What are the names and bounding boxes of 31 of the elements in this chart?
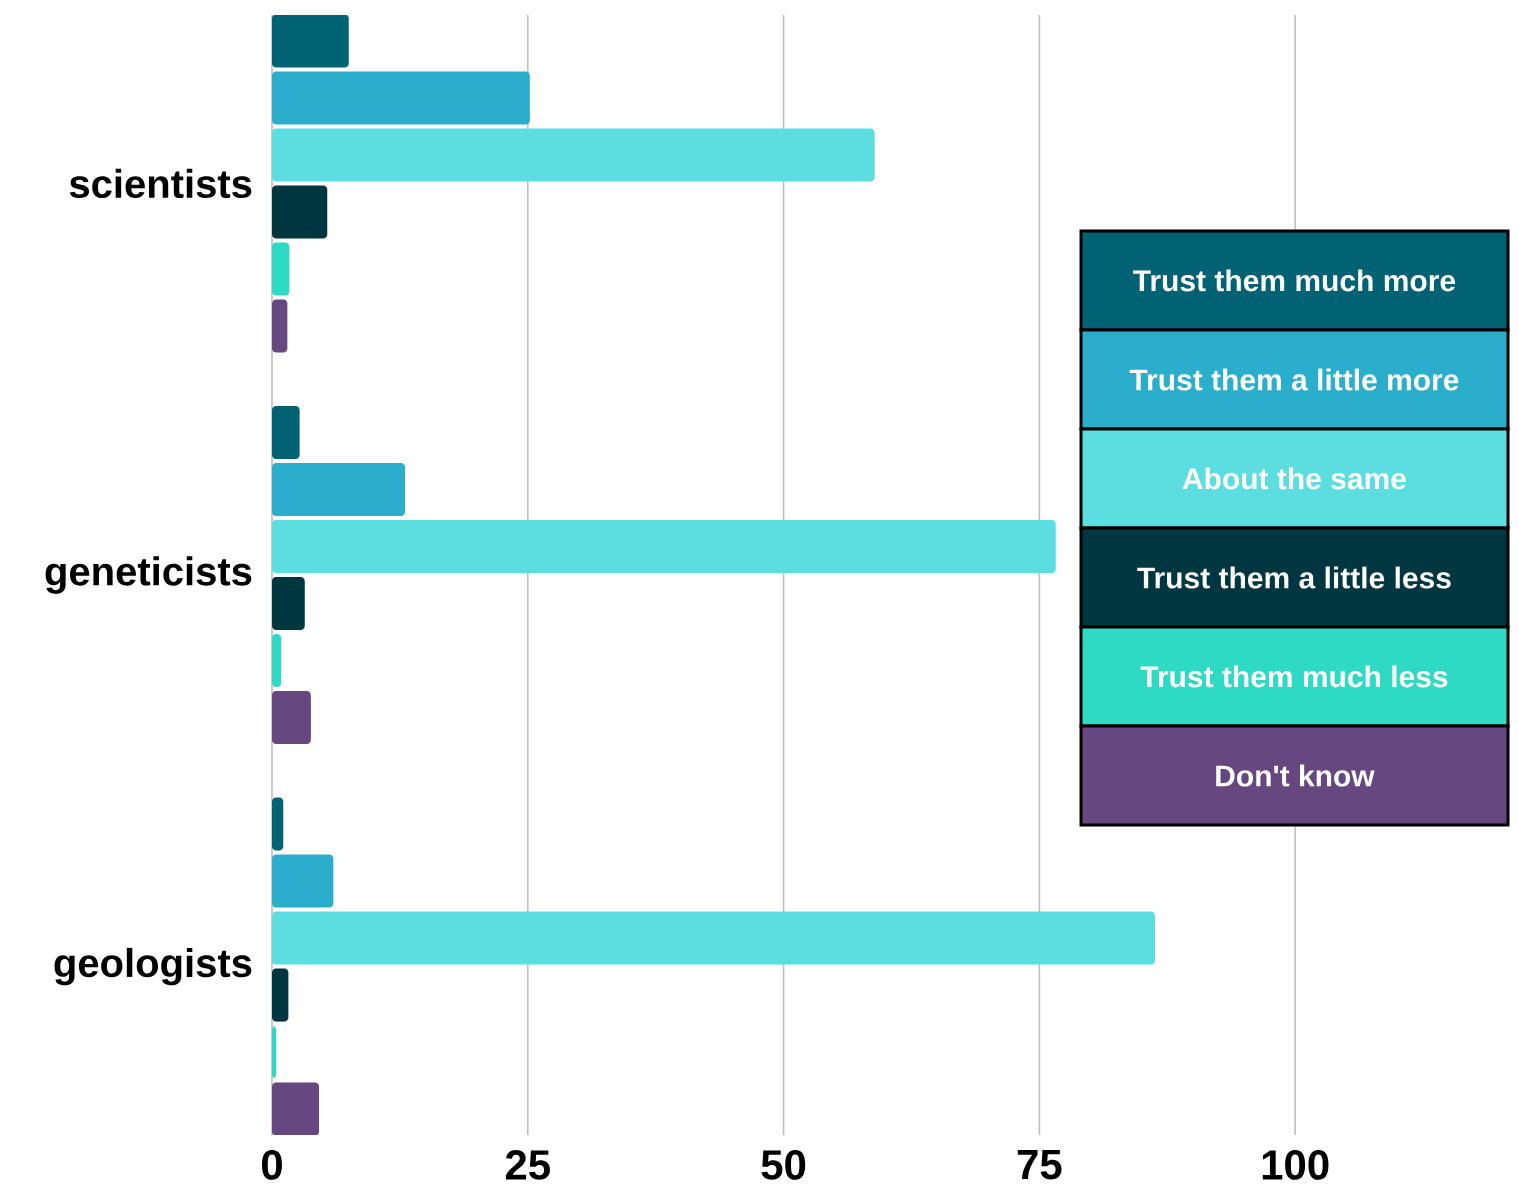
bar <box>272 968 289 1022</box>
text: Trust them much less <box>1140 665 1448 688</box>
bar <box>272 71 530 125</box>
bar <box>272 15 349 68</box>
x-tick-label: 75 <box>1017 1150 1062 1180</box>
bar <box>272 691 311 745</box>
text: Trust them much more <box>1133 269 1456 292</box>
bar <box>272 242 290 296</box>
text: Trust them a little more <box>1129 368 1459 391</box>
x-tick-label: 25 <box>505 1150 550 1180</box>
text: About the same <box>1182 467 1406 490</box>
x-tick-label: 0 <box>261 1150 282 1180</box>
y-tick-label: scientists <box>69 168 252 199</box>
bar <box>272 406 300 460</box>
bar <box>272 185 328 239</box>
y-tick-label: geologists <box>54 947 252 986</box>
bar <box>272 577 305 631</box>
bar <box>272 797 284 851</box>
bar <box>272 128 875 182</box>
bar <box>272 634 282 688</box>
y-tick-label: geneticists <box>45 556 252 594</box>
x-tick-label: 50 <box>761 1150 806 1180</box>
text: Don't know <box>1216 764 1375 787</box>
text: Trust them a little less <box>1137 566 1451 589</box>
bar <box>272 299 288 353</box>
bar <box>272 1082 320 1136</box>
x-tick-label: 100 <box>1262 1150 1329 1180</box>
bar <box>272 854 334 908</box>
bar <box>272 520 1056 574</box>
bar <box>272 911 1155 965</box>
bar <box>272 463 406 517</box>
